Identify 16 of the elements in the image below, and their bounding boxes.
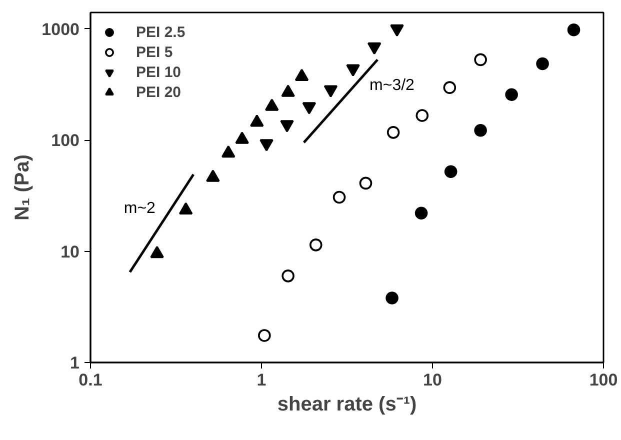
legend-label: PEI 20 <box>136 84 182 100</box>
legend-label: PEI 2.5 <box>136 24 186 40</box>
x-tick-label: 1 <box>256 370 266 390</box>
y-tick-label: 1 <box>70 354 80 372</box>
y-tick-label: 1000 <box>42 20 80 39</box>
annotation: m~2 <box>124 200 156 217</box>
y-tick-label: 100 <box>51 131 80 150</box>
x-axis-title: shear rate (s⁻¹) <box>277 394 417 416</box>
legend-label: PEI 5 <box>136 44 173 60</box>
x-tick-label: 10 <box>423 370 442 390</box>
legend-label: PEI 10 <box>136 64 182 80</box>
y-axis-title: N₁ (Pa) <box>12 154 34 221</box>
x-tick-label: 100 <box>589 370 618 390</box>
annotation: m~3/2 <box>370 77 415 94</box>
x-tick-label: 0.1 <box>78 370 102 390</box>
y-tick-label: 10 <box>60 242 80 262</box>
